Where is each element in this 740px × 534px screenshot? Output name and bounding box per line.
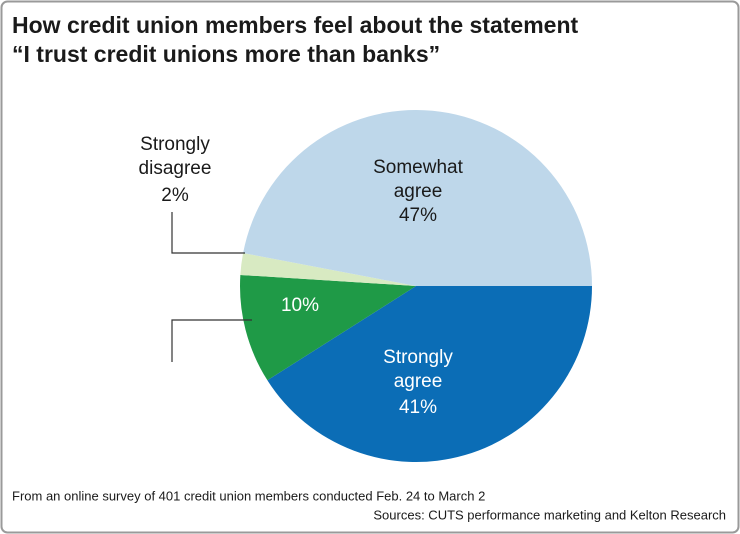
pie-slice	[240, 274, 416, 381]
source: Sources: CUTS performance marketing and …	[373, 507, 726, 522]
chart-subtitle: “I trust credit unions more than banks”	[12, 41, 440, 67]
slice-label: Strongly disagree	[139, 134, 212, 179]
slice-label: Somewhat disagree	[130, 364, 220, 409]
slice-label: Somewhat agree	[373, 157, 463, 202]
slice-label: Strongly agree	[383, 347, 453, 392]
pie-slice	[243, 109, 593, 286]
pie	[240, 109, 593, 463]
leader-line	[171, 319, 252, 362]
value-label: 41%	[399, 397, 437, 418]
leader-line	[171, 212, 245, 254]
pie-slice	[240, 253, 416, 286]
note: From an online survey of 401 credit unio…	[12, 488, 485, 503]
value-label: 2%	[161, 185, 189, 206]
pie-slice	[267, 286, 593, 463]
chart-title: How credit union members feel about the …	[12, 12, 578, 38]
value-label: 47%	[399, 205, 437, 226]
value-label: 10%	[281, 295, 319, 316]
